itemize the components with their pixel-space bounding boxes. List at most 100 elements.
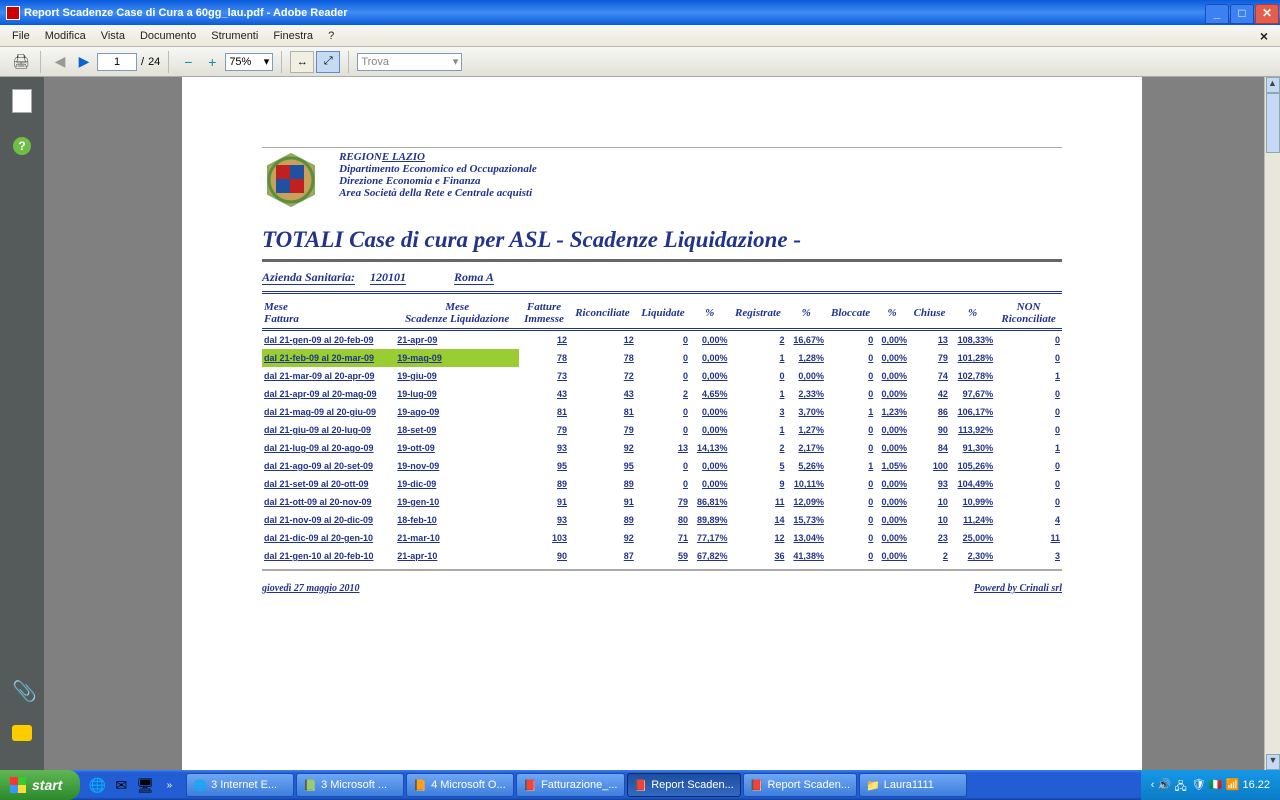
table-cell: 79: [519, 421, 569, 439]
table-cell: dal 21-giu-09 al 20-lug-09: [262, 421, 395, 439]
table-cell: 3,70%: [786, 403, 825, 421]
table-cell: 103: [519, 529, 569, 547]
table-cell: 11,24%: [950, 511, 995, 529]
table-cell: 84: [909, 439, 950, 457]
taskbar-button[interactable]: 🌐3 Internet E...: [186, 773, 294, 797]
tray-icon[interactable]: 🖧: [1174, 778, 1188, 792]
table-cell: 41,38%: [786, 547, 825, 565]
table-cell: 79: [569, 421, 636, 439]
table-cell: 0,00%: [875, 547, 909, 565]
table-cell: 0: [995, 457, 1062, 475]
scroll-down-button[interactable]: ▼: [1266, 754, 1280, 770]
table-cell: 89,89%: [690, 511, 729, 529]
table-cell: 86: [909, 403, 950, 421]
table-cell: 0,00%: [875, 421, 909, 439]
minimize-button[interactable]: _: [1205, 4, 1229, 24]
table-cell: 78: [569, 349, 636, 367]
table-row: dal 21-giu-09 al 20-lug-0918-set-0979790…: [262, 421, 1062, 439]
taskbar-button[interactable]: 📕Fatturazione_...: [516, 773, 624, 797]
maximize-button[interactable]: □: [1230, 4, 1254, 24]
table-cell: 18-feb-10: [395, 511, 519, 529]
table-cell: 0,00%: [875, 330, 909, 350]
table-cell: 19-mag-09: [395, 349, 519, 367]
menu-help[interactable]: ?: [322, 28, 340, 44]
window-title: Report Scadenze Case di Cura a 60gg_lau.…: [24, 7, 348, 19]
table-cell: 105,26%: [950, 457, 995, 475]
tray-icon[interactable]: 🔊: [1157, 778, 1171, 792]
next-page-button[interactable]: ▶: [73, 51, 95, 73]
table-row: dal 21-ago-09 al 20-set-0919-nov-0995950…: [262, 457, 1062, 475]
table-cell: 95: [569, 457, 636, 475]
comments-icon[interactable]: [12, 725, 32, 741]
tray-icon[interactable]: 🇮🇹: [1208, 778, 1222, 792]
tray-icon[interactable]: 📶: [1225, 778, 1239, 792]
area-label: Area Società della Rete e Centrale acqui…: [339, 187, 532, 199]
menu-window[interactable]: Finestra: [267, 28, 319, 44]
taskbar-button[interactable]: 📁Laura1111: [859, 773, 967, 797]
scroll-up-button[interactable]: ▲: [1266, 77, 1280, 93]
menu-edit[interactable]: Modifica: [39, 28, 92, 44]
print-button[interactable]: 🖨: [10, 51, 32, 73]
taskbar-button[interactable]: 📗3 Microsoft ...: [296, 773, 404, 797]
start-button[interactable]: start: [0, 770, 80, 800]
taskbar-button[interactable]: 📙4 Microsoft O...: [406, 773, 514, 797]
scroll-thumb[interactable]: [1266, 93, 1280, 153]
separator: [348, 51, 349, 73]
pdf-page: REGIONE LAZIO Dipartimento Economico ed …: [182, 77, 1142, 770]
table-cell: 12: [569, 330, 636, 350]
table-row: dal 21-set-09 al 20-ott-0919-dic-0989890…: [262, 475, 1062, 493]
ie-icon[interactable]: 🌐: [86, 774, 108, 796]
menu-file[interactable]: File: [6, 28, 36, 44]
table-cell: 13,04%: [786, 529, 825, 547]
table-cell: 10,99%: [950, 493, 995, 511]
vertical-scrollbar[interactable]: ▲ ▼: [1264, 77, 1280, 770]
close-button[interactable]: ✕: [1255, 4, 1279, 24]
table-cell: 14: [729, 511, 786, 529]
pages-panel-icon[interactable]: [12, 89, 32, 113]
menu-view[interactable]: Vista: [95, 28, 131, 44]
page-input[interactable]: [97, 53, 137, 71]
mail-icon[interactable]: ✉: [110, 774, 132, 796]
footer-powered: Powerd by Crinali srl: [974, 583, 1062, 594]
col-header: Chiuse: [909, 298, 950, 330]
zoom-select[interactable]: 75%▾: [225, 53, 273, 71]
page-area: REGIONE LAZIO Dipartimento Economico ed …: [44, 77, 1280, 770]
table-cell: 12,09%: [786, 493, 825, 511]
table-cell: 67,82%: [690, 547, 729, 565]
menu-tools[interactable]: Strumenti: [205, 28, 264, 44]
table-cell: 0: [995, 475, 1062, 493]
taskbar-button[interactable]: 📕Report Scaden...: [627, 773, 741, 797]
table-cell: 0,00%: [875, 511, 909, 529]
table-cell: 1,27%: [786, 421, 825, 439]
table-row: dal 21-feb-09 al 20-mar-0919-mag-0978780…: [262, 349, 1062, 367]
help-icon[interactable]: ?: [13, 137, 31, 155]
table-cell: 89: [519, 475, 569, 493]
menu-document[interactable]: Documento: [134, 28, 202, 44]
tray-icon[interactable]: 🛡: [1191, 778, 1205, 792]
find-input[interactable]: Trova▾: [357, 53, 462, 71]
zoom-in-button[interactable]: +: [201, 51, 223, 73]
tray-expand-icon[interactable]: ‹: [1151, 779, 1155, 791]
taskbar-button[interactable]: 📕Report Scaden...: [743, 773, 857, 797]
table-cell: 0,00%: [875, 493, 909, 511]
fit-page-button[interactable]: ⤢: [316, 51, 340, 73]
fit-width-button[interactable]: ↔: [290, 51, 314, 73]
table-cell: 101,28%: [950, 349, 995, 367]
table-cell: 0,00%: [875, 529, 909, 547]
prev-page-button[interactable]: ◀: [49, 51, 71, 73]
ql-more[interactable]: »: [158, 774, 180, 796]
doc-close-button[interactable]: ×: [1254, 26, 1274, 46]
table-cell: 0: [826, 475, 875, 493]
table-cell: 80: [636, 511, 690, 529]
table-cell: 1,28%: [786, 349, 825, 367]
table-cell: 5,26%: [786, 457, 825, 475]
desktop-icon[interactable]: 🖥: [134, 774, 156, 796]
table-row: dal 21-dic-09 al 20-gen-1021-mar-1010392…: [262, 529, 1062, 547]
attachments-icon[interactable]: 📎: [12, 679, 32, 701]
col-header: Riconciliate: [569, 298, 636, 330]
zoom-out-button[interactable]: −: [177, 51, 199, 73]
system-tray[interactable]: ‹ 🔊 🖧 🛡 🇮🇹 📶 16.22: [1141, 770, 1280, 800]
table-cell: 71: [636, 529, 690, 547]
col-header: %: [950, 298, 995, 330]
sidebar: ? 📎: [0, 77, 44, 770]
